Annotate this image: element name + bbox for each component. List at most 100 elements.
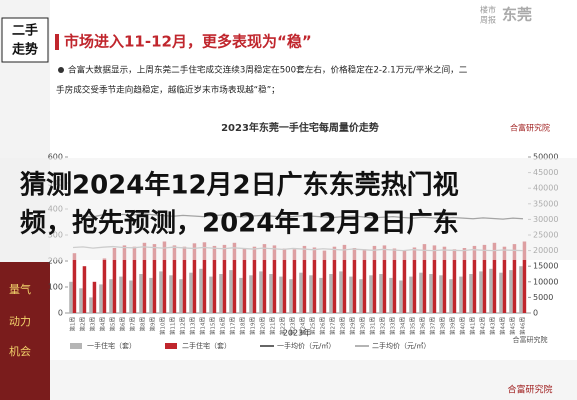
bar <box>142 242 147 313</box>
y2-tick-label: 5000 <box>533 293 553 302</box>
bar <box>242 248 247 313</box>
x-tick-label: 第14周 <box>199 317 207 335</box>
bar <box>272 245 277 313</box>
bar <box>239 277 243 313</box>
bar <box>292 249 297 313</box>
bar <box>129 280 133 313</box>
x-tick-label: 第8周 <box>139 317 147 332</box>
bar <box>199 268 203 313</box>
bar <box>512 244 517 313</box>
x-tick-label: 第38周 <box>439 317 447 335</box>
bar <box>339 271 343 313</box>
bar <box>122 245 127 313</box>
legend-label: 一手住宅（套） <box>87 341 136 350</box>
logo-line: 周报 <box>480 15 496 25</box>
sidebar-bottom <box>0 262 50 400</box>
bar <box>159 271 163 313</box>
y-tick-label: 200 <box>48 257 63 266</box>
bar <box>192 243 197 313</box>
bar <box>252 246 257 313</box>
x-tick-label: 第33周 <box>389 317 397 335</box>
bar <box>249 275 253 313</box>
bar <box>469 274 473 313</box>
bar <box>312 247 317 313</box>
x-tick-label: 第1周 <box>69 317 77 332</box>
chart-title: 2023年东莞一手住宅每周量价走势 <box>221 121 379 134</box>
bar <box>92 281 97 313</box>
bar <box>322 250 327 313</box>
next-image <box>50 360 577 400</box>
bar <box>499 272 503 313</box>
sidebar-box <box>1 17 49 63</box>
sidebar-word: 动力 <box>9 315 31 328</box>
bar <box>352 248 357 313</box>
bar <box>382 245 387 313</box>
bar <box>419 272 423 313</box>
bar <box>259 271 263 313</box>
bar <box>82 266 87 313</box>
x-tick-label: 第31周 <box>369 317 377 335</box>
bar <box>112 248 117 313</box>
x-tick-label: 第6周 <box>119 317 127 332</box>
bar <box>222 244 227 313</box>
bar <box>149 277 153 313</box>
bar <box>389 277 393 313</box>
bar <box>189 272 193 313</box>
source-logo: 合富研究院 <box>507 384 552 396</box>
bar <box>262 244 267 313</box>
bar <box>432 245 437 313</box>
paragraph-line: 手房成交受季节走向趋稳定，越临近岁末市场表现越“稳”； <box>56 84 280 96</box>
bar <box>109 279 113 313</box>
bar <box>429 274 433 313</box>
bar <box>519 266 523 313</box>
bar <box>302 245 307 313</box>
bar <box>69 281 73 313</box>
x-tick-label: 第5周 <box>109 317 117 332</box>
x-tick-label: 第29周 <box>349 317 357 335</box>
overlay-title: 猜测2024年12月2日广东东莞热门视 <box>19 170 459 201</box>
bar <box>169 275 173 313</box>
x-tick-label: 第16周 <box>219 317 227 335</box>
bar <box>509 270 513 313</box>
bar <box>362 249 367 313</box>
bar <box>232 242 237 313</box>
bar <box>309 275 313 313</box>
x-tick-label: 第9周 <box>149 317 157 332</box>
x-tick-label: 第17周 <box>229 317 237 335</box>
bar <box>442 246 447 313</box>
x-axis-label: 2023年 <box>283 328 311 338</box>
bar <box>349 276 353 313</box>
x-tick-label: 第24周 <box>299 317 307 335</box>
x-tick-label: 第28周 <box>339 317 347 335</box>
bar <box>139 274 143 313</box>
bar <box>182 246 187 313</box>
bar <box>72 253 77 313</box>
bar <box>89 297 93 313</box>
bar <box>492 242 497 313</box>
bar <box>172 245 177 313</box>
bar <box>409 276 413 313</box>
x-tick-label: 第35周 <box>409 317 417 335</box>
logo-brand: 东莞 <box>502 6 532 24</box>
x-tick-label: 第3周 <box>89 317 97 332</box>
bar <box>462 248 467 313</box>
legend-label: 一手均价（元/㎡） <box>277 341 335 350</box>
x-tick-label: 第41周 <box>469 317 477 335</box>
y2-tick-label: 0 <box>533 309 538 318</box>
sidebar-word: 机会 <box>9 344 31 358</box>
bar <box>379 274 383 313</box>
source-logo: 合富研究院 <box>510 123 550 133</box>
x-tick-label: 第39周 <box>449 317 457 335</box>
overlay: 猜测2024年12月2日广东东莞热门视 频，抢先预测，2024年12月2日广东 <box>0 158 577 260</box>
x-tick-label: 第45周 <box>509 317 517 335</box>
bar <box>439 275 443 313</box>
bar <box>482 244 487 313</box>
bullet <box>58 67 64 73</box>
logo-line: 楼市 <box>480 5 496 15</box>
bar <box>522 241 527 313</box>
bar <box>179 279 183 313</box>
y2-tick-label: 15000 <box>533 262 558 271</box>
legend-label: 二手住宅（套） <box>182 341 231 350</box>
x-tick-label: 第44周 <box>499 317 507 335</box>
y2-tick-label: 10000 <box>533 277 558 286</box>
